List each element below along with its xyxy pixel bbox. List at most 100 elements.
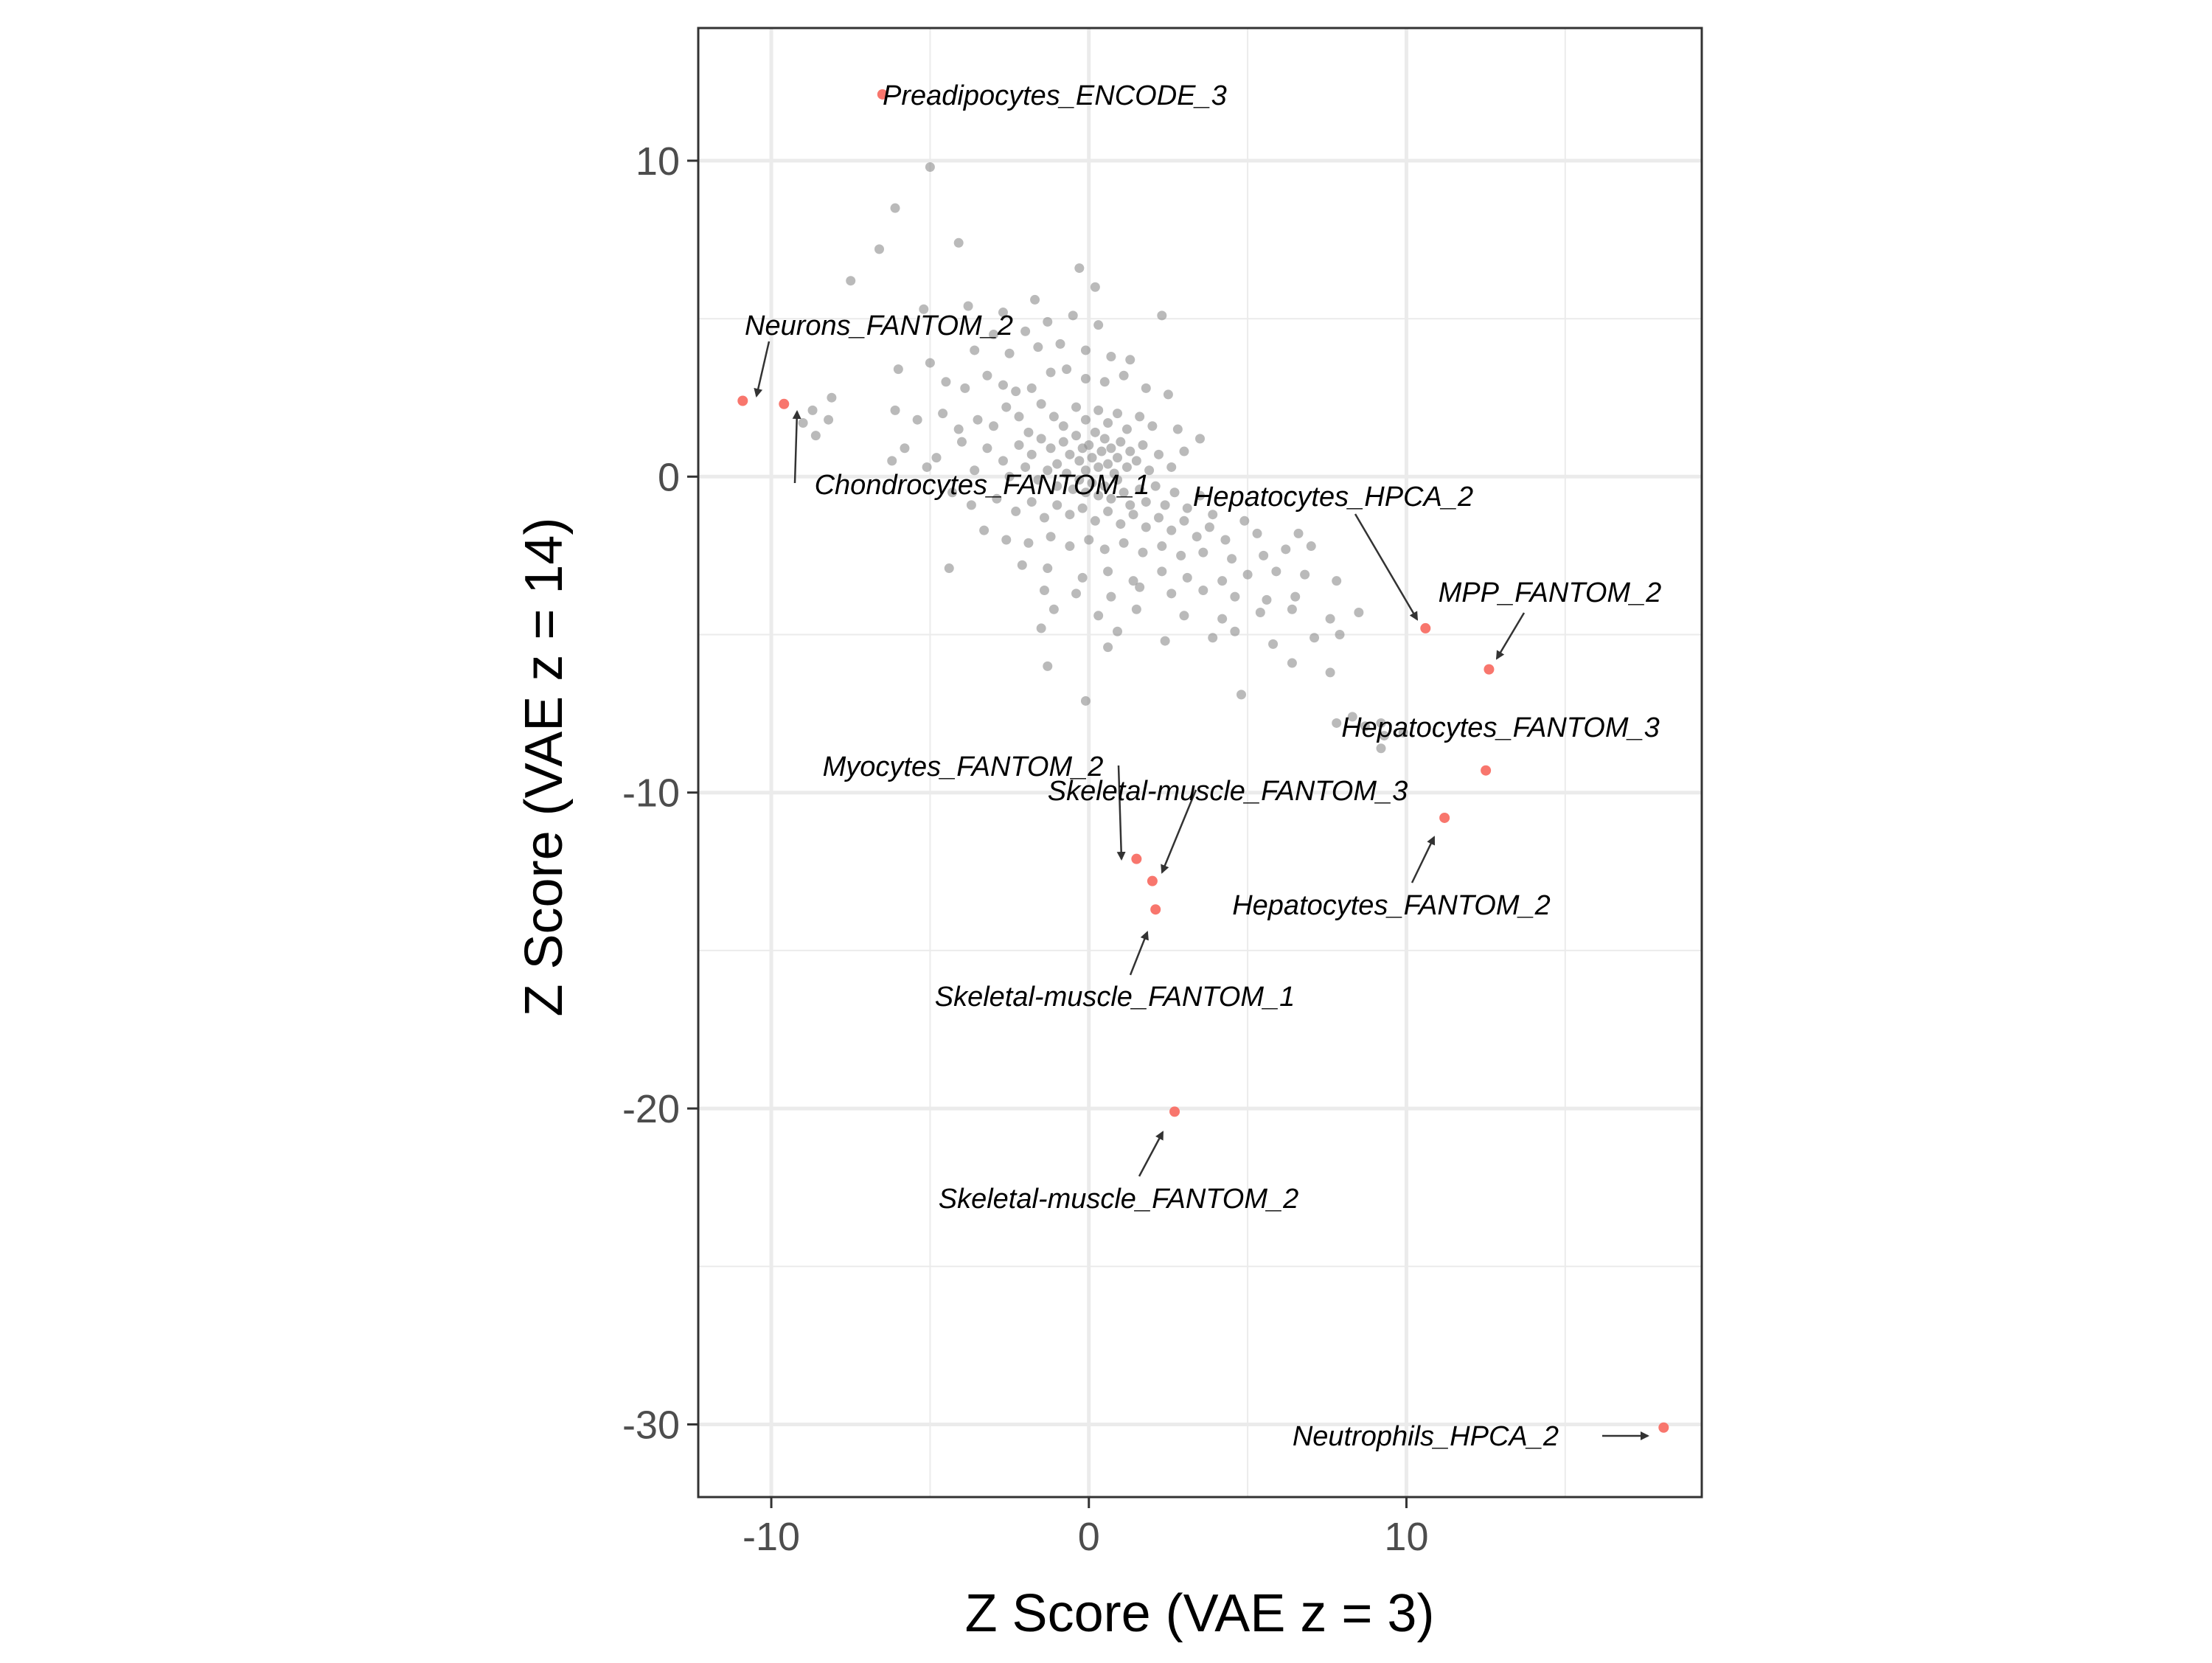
background-point	[1039, 586, 1049, 596]
background-point	[1119, 538, 1129, 548]
background-point	[1252, 528, 1262, 538]
panel-border	[697, 27, 1703, 1499]
x-axis-title: Z Score (VAE z = 3)	[965, 1584, 1435, 1643]
background-point	[1093, 405, 1104, 415]
background-point	[1033, 342, 1043, 353]
label-arrow	[792, 410, 801, 484]
background-point	[1157, 541, 1167, 552]
background-point	[1065, 449, 1075, 459]
y-tick-label: 0	[658, 455, 680, 499]
background-point	[1074, 263, 1085, 274]
background-point	[982, 370, 992, 381]
background-point	[1230, 626, 1240, 636]
y-tick-label: 10	[636, 139, 680, 184]
background-point	[1160, 636, 1170, 646]
highlight-point	[1150, 904, 1161, 915]
background-point	[1093, 320, 1104, 330]
background-point	[1360, 721, 1370, 732]
background-point	[1036, 623, 1046, 633]
label-arrow	[754, 341, 771, 397]
background-point	[1001, 535, 1012, 545]
background-point	[1208, 510, 1218, 520]
background-point	[1198, 586, 1208, 596]
background-point	[998, 456, 1008, 466]
background-point	[1014, 412, 1024, 422]
point-label: Myocytes_FANTOM_2	[823, 751, 1104, 782]
background-point	[1306, 541, 1316, 552]
highlight-point	[1169, 1106, 1180, 1117]
label-arrow	[1354, 513, 1419, 621]
label-arrow	[1116, 765, 1126, 861]
background-point	[1077, 503, 1088, 513]
point-labels: Preadipocytes_ENCODE_3 Neurons_FANTOM_2 Ch…	[745, 80, 1661, 1452]
y-tick-label: -10	[622, 771, 680, 816]
x-tick-label: 10	[1384, 1515, 1428, 1559]
background-point	[941, 377, 951, 387]
background-point	[1230, 591, 1240, 602]
background-point	[1131, 604, 1141, 614]
background-point	[1087, 453, 1097, 463]
background-point	[1131, 456, 1141, 466]
highlight-point	[1439, 812, 1450, 823]
background-point	[1195, 490, 1205, 501]
background-point	[1217, 614, 1228, 624]
background-point	[1300, 569, 1310, 580]
background-point	[1287, 658, 1297, 668]
background-point	[1080, 374, 1091, 384]
background-point	[1332, 576, 1342, 586]
highlight-point	[1131, 853, 1142, 864]
label-arrows	[754, 341, 1649, 1440]
background-point	[1023, 427, 1034, 437]
background-point	[1335, 630, 1345, 640]
background-point	[973, 414, 983, 425]
background-point	[1182, 572, 1192, 583]
background-point	[1208, 633, 1218, 643]
background-point	[1255, 608, 1265, 618]
background-point	[1116, 519, 1126, 530]
background-point	[807, 405, 818, 415]
background-point	[1106, 493, 1116, 504]
background-point	[956, 437, 967, 447]
background-point	[1141, 383, 1151, 393]
highlight-point	[737, 395, 748, 406]
background-point	[1138, 440, 1148, 450]
background-point	[1096, 446, 1107, 456]
background-point	[1169, 487, 1180, 498]
background-point	[1116, 437, 1126, 447]
background-point	[1026, 383, 1037, 393]
background-point	[810, 431, 821, 441]
background-point	[887, 456, 897, 466]
background-point	[1293, 528, 1304, 538]
background-point	[1043, 316, 1053, 327]
background-point	[1113, 409, 1123, 419]
background-point	[1125, 500, 1135, 510]
background-point	[1033, 475, 1043, 485]
background-point	[1062, 468, 1072, 479]
background-point	[1106, 591, 1116, 602]
background-point	[1090, 427, 1100, 437]
background-point	[953, 237, 964, 248]
y-axis-title: Z Score (VAE z = 14)	[515, 518, 574, 1017]
background-point	[1125, 446, 1135, 456]
background-point	[1055, 338, 1065, 349]
background-point	[1262, 594, 1272, 605]
background-point	[1242, 569, 1253, 580]
background-point	[1354, 608, 1364, 618]
background-point	[1121, 462, 1132, 472]
background-point	[1084, 535, 1094, 545]
highlight-point	[1481, 765, 1492, 776]
background-point	[1172, 424, 1183, 434]
background-point	[1157, 566, 1167, 577]
background-point	[1195, 434, 1205, 444]
highlighted-points	[737, 88, 1669, 1433]
background-point	[1398, 727, 1408, 737]
background-point	[1068, 310, 1078, 321]
background-point	[1379, 731, 1389, 741]
background-point	[960, 383, 970, 393]
background-point	[1043, 465, 1053, 476]
background-point	[1198, 547, 1208, 558]
highlight-point	[779, 398, 790, 409]
point-label: Skeletal-muscle_FANTOM_1	[935, 982, 1295, 1013]
background-point	[1217, 576, 1228, 586]
background-point	[893, 364, 903, 375]
